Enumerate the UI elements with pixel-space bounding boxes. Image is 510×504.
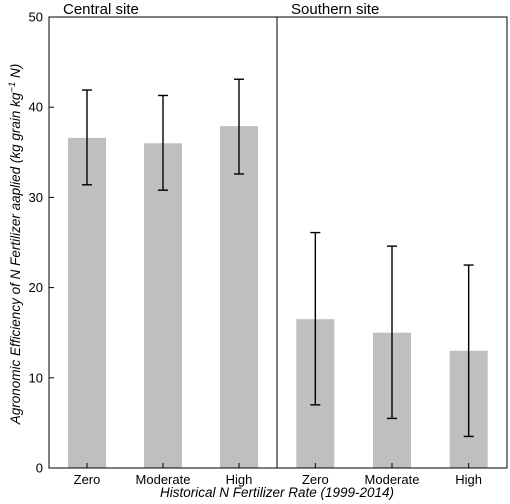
y-tick-label-3: 30 xyxy=(29,190,43,205)
y-tick-label-5: 50 xyxy=(29,10,43,25)
y-axis-title: Agronomic Efficiency of N Fertilizer aap… xyxy=(7,64,23,425)
y-axis-ticks: 0 10 20 30 40 50 xyxy=(29,10,54,476)
y-tick-label-4: 40 xyxy=(29,100,43,115)
x-tick-label-0-0: Zero xyxy=(74,472,101,487)
panel-titles: Central site Southern site xyxy=(63,1,379,18)
bar-0-1 xyxy=(144,143,182,468)
x-tick-label-1-2: High xyxy=(455,472,482,487)
bar-0-0 xyxy=(68,137,106,469)
x-tick-label-1-0: Zero xyxy=(302,472,329,487)
plot-frame xyxy=(48,16,508,469)
y-axis-title-main: Agronomic Efficiency of N Fertilizer aap… xyxy=(8,92,23,425)
x-axis-ticks: Zero Moderate High Zero Moderate High xyxy=(74,463,482,487)
y-tick-label-1: 10 xyxy=(29,370,43,385)
x-tick-label-0-1: Moderate xyxy=(136,472,191,487)
y-axis-title-exponent: −1 xyxy=(7,82,18,93)
x-tick-label-0-2: High xyxy=(226,472,253,487)
x-axis-title: Historical N Fertilizer Rate (1999-2014) xyxy=(160,485,394,500)
panel-title-southern: Southern site xyxy=(291,1,379,18)
bar-0-2 xyxy=(220,126,258,468)
error-bars-layer xyxy=(82,78,474,438)
plot-border xyxy=(48,16,508,469)
y-tick-label-2: 20 xyxy=(29,280,43,295)
panel-title-central: Central site xyxy=(63,1,139,18)
bars-layer xyxy=(68,126,488,469)
x-tick-label-1-1: Moderate xyxy=(365,472,420,487)
y-tick-label-0: 0 xyxy=(36,461,43,476)
y-axis-title-unit: N) xyxy=(8,64,23,82)
